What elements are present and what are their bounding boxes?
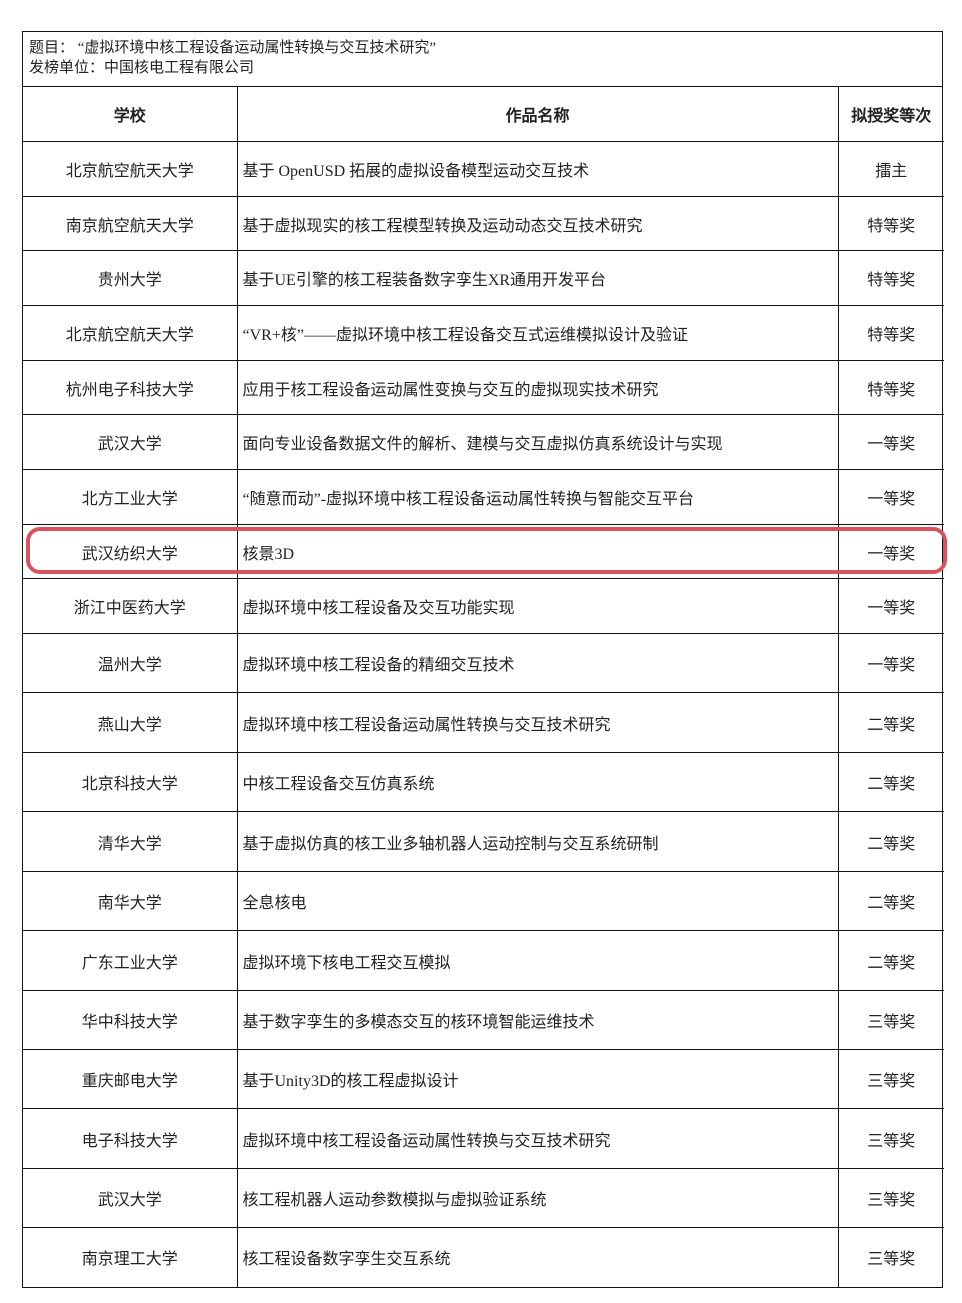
- issuer-line: 发榜单位：中国核电工程有限公司: [29, 60, 255, 76]
- award-cell: 一等奖: [837, 469, 944, 525]
- award-cell: 特等奖: [837, 305, 944, 361]
- table-row: 燕山大学 虚拟环境中核工程设备运动属性转换与交互技术研究 二等奖: [23, 692, 944, 753]
- table-row: 武汉纺织大学 核景3D 一等奖: [23, 524, 944, 579]
- school-cell: 广东工业大学: [23, 930, 238, 991]
- work-cell: 核工程机器人运动参数模拟与虚拟验证系统: [236, 1168, 839, 1228]
- school-cell: 南华大学: [23, 871, 238, 931]
- work-cell: 基于数字孪生的多模态交互的核环境智能运维技术: [236, 990, 839, 1050]
- table-row: 武汉大学 面向专业设备数据文件的解析、建模与交互虚拟仿真系统设计与实现 一等奖: [23, 414, 944, 470]
- column-header-work: 作品名称: [236, 87, 839, 142]
- school-cell: 武汉大学: [23, 1168, 238, 1228]
- work-cell: “VR+核”——虚拟环境中核工程设备交互式运维模拟设计及验证: [236, 305, 839, 361]
- school-cell: 清华大学: [23, 811, 238, 872]
- table-row: 南京理工大学 核工程设备数字孪生交互系统 三等奖: [23, 1227, 944, 1287]
- work-cell: 中核工程设备交互仿真系统: [236, 752, 839, 812]
- table-row: 温州大学 虚拟环境中核工程设备的精细交互技术 一等奖: [23, 633, 944, 693]
- award-cell: 特等奖: [837, 250, 944, 306]
- work-cell: 应用于核工程设备运动属性变换与交互的虚拟现实技术研究: [236, 360, 839, 415]
- work-cell: 全息核电: [236, 871, 839, 931]
- work-cell: 虚拟环境中核工程设备运动属性转换与交互技术研究: [236, 692, 839, 753]
- award-cell: 三等奖: [837, 1168, 944, 1228]
- school-cell: 北京科技大学: [23, 752, 238, 812]
- work-cell: 基于虚拟仿真的核工业多轴机器人运动控制与交互系统研制: [236, 811, 839, 872]
- work-cell: 虚拟环境下核电工程交互模拟: [236, 930, 839, 991]
- work-cell: 虚拟环境中核工程设备及交互功能实现: [236, 578, 839, 634]
- column-header-award: 拟授奖等次: [837, 87, 944, 142]
- school-cell: 武汉纺织大学: [23, 524, 238, 579]
- award-cell: 一等奖: [837, 633, 944, 693]
- award-cell: 二等奖: [837, 930, 944, 991]
- work-cell: 基于 OpenUSD 拓展的虚拟设备模型运动交互技术: [236, 141, 839, 197]
- work-cell: 核工程设备数字孪生交互系统: [236, 1227, 839, 1287]
- work-cell: 面向专业设备数据文件的解析、建模与交互虚拟仿真系统设计与实现: [236, 414, 839, 470]
- school-cell: 燕山大学: [23, 692, 238, 753]
- work-cell: “随意而动”-虚拟环境中核工程设备运动属性转换与智能交互平台: [236, 469, 839, 525]
- table-row: 清华大学 基于虚拟仿真的核工业多轴机器人运动控制与交互系统研制 二等奖: [23, 811, 944, 872]
- school-cell: 重庆邮电大学: [23, 1049, 238, 1109]
- school-cell: 华中科技大学: [23, 990, 238, 1050]
- school-cell: 武汉大学: [23, 414, 238, 470]
- work-cell: 基于虚拟现实的核工程模型转换及运动动态交互技术研究: [236, 196, 839, 251]
- work-cell: 核景3D: [236, 524, 839, 579]
- award-table: 学校 作品名称 拟授奖等次 北京航空航天大学 基于 OpenUSD 拓展的虚拟设备…: [23, 87, 944, 1287]
- work-cell: 虚拟环境中核工程设备的精细交互技术: [236, 633, 839, 693]
- school-cell: 北方工业大学: [23, 469, 238, 525]
- title-block: 题目： “虚拟环境中核工程设备运动属性转换与交互技术研究” 发榜单位：中国核电工…: [23, 32, 942, 87]
- work-cell: 基于UE引擎的核工程装备数字孪生XR通用开发平台: [236, 250, 839, 306]
- school-cell: 浙江中医药大学: [23, 578, 238, 634]
- table-row: 武汉大学 核工程机器人运动参数模拟与虚拟验证系统 三等奖: [23, 1168, 944, 1228]
- table-row: 北方工业大学 “随意而动”-虚拟环境中核工程设备运动属性转换与智能交互平台 一等奖: [23, 469, 944, 525]
- award-cell: 二等奖: [837, 692, 944, 753]
- award-cell: 三等奖: [837, 1049, 944, 1109]
- award-cell: 二等奖: [837, 871, 944, 931]
- award-cell: 一等奖: [837, 414, 944, 470]
- award-cell: 三等奖: [837, 1108, 944, 1169]
- table-row: 杭州电子科技大学 应用于核工程设备运动属性变换与交互的虚拟现实技术研究 特等奖: [23, 360, 944, 415]
- table-row: 重庆邮电大学 基于Unity3D的核工程虚拟设计 三等奖: [23, 1049, 944, 1109]
- school-cell: 贵州大学: [23, 250, 238, 306]
- school-cell: 北京航空航天大学: [23, 141, 238, 197]
- topic-line: 题目： “虚拟环境中核工程设备运动属性转换与交互技术研究”: [29, 40, 437, 56]
- work-cell: 虚拟环境中核工程设备运动属性转换与交互技术研究: [236, 1108, 839, 1169]
- school-cell: 南京航空航天大学: [23, 196, 238, 251]
- table-row: 浙江中医药大学 虚拟环境中核工程设备及交互功能实现 一等奖: [23, 578, 944, 634]
- school-cell: 电子科技大学: [23, 1108, 238, 1169]
- school-cell: 北京航空航天大学: [23, 305, 238, 361]
- award-cell: 二等奖: [837, 752, 944, 812]
- table-row: 北京航空航天大学 “VR+核”——虚拟环境中核工程设备交互式运维模拟设计及验证 特等…: [23, 305, 944, 361]
- award-cell: 三等奖: [837, 990, 944, 1050]
- column-header-school: 学校: [23, 87, 238, 142]
- table-row: 南京航空航天大学 基于虚拟现实的核工程模型转换及运动动态交互技术研究 特等奖: [23, 196, 944, 251]
- table-row: 电子科技大学 虚拟环境中核工程设备运动属性转换与交互技术研究 三等奖: [23, 1108, 944, 1169]
- table-row: 北京航空航天大学 基于 OpenUSD 拓展的虚拟设备模型运动交互技术 擂主: [23, 141, 944, 197]
- school-cell: 温州大学: [23, 633, 238, 693]
- school-cell: 南京理工大学: [23, 1227, 238, 1287]
- award-cell: 一等奖: [837, 578, 944, 634]
- award-cell: 特等奖: [837, 360, 944, 415]
- award-cell: 三等奖: [837, 1227, 944, 1287]
- table-row: 广东工业大学 虚拟环境下核电工程交互模拟 二等奖: [23, 930, 944, 991]
- award-cell: 特等奖: [837, 196, 944, 251]
- table-row: 贵州大学 基于UE引擎的核工程装备数字孪生XR通用开发平台 特等奖: [23, 250, 944, 306]
- table-header-row: 学校 作品名称 拟授奖等次: [23, 87, 944, 142]
- school-cell: 杭州电子科技大学: [23, 360, 238, 415]
- work-cell: 基于Unity3D的核工程虚拟设计: [236, 1049, 839, 1109]
- award-cell: 一等奖: [837, 524, 944, 579]
- award-cell: 擂主: [837, 141, 944, 197]
- table-row: 华中科技大学 基于数字孪生的多模态交互的核环境智能运维技术 三等奖: [23, 990, 944, 1050]
- award-document: 题目： “虚拟环境中核工程设备运动属性转换与交互技术研究” 发榜单位：中国核电工…: [22, 31, 944, 1288]
- table-row: 南华大学 全息核电 二等奖: [23, 871, 944, 931]
- table-row: 北京科技大学 中核工程设备交互仿真系统 二等奖: [23, 752, 944, 812]
- award-cell: 二等奖: [837, 811, 944, 872]
